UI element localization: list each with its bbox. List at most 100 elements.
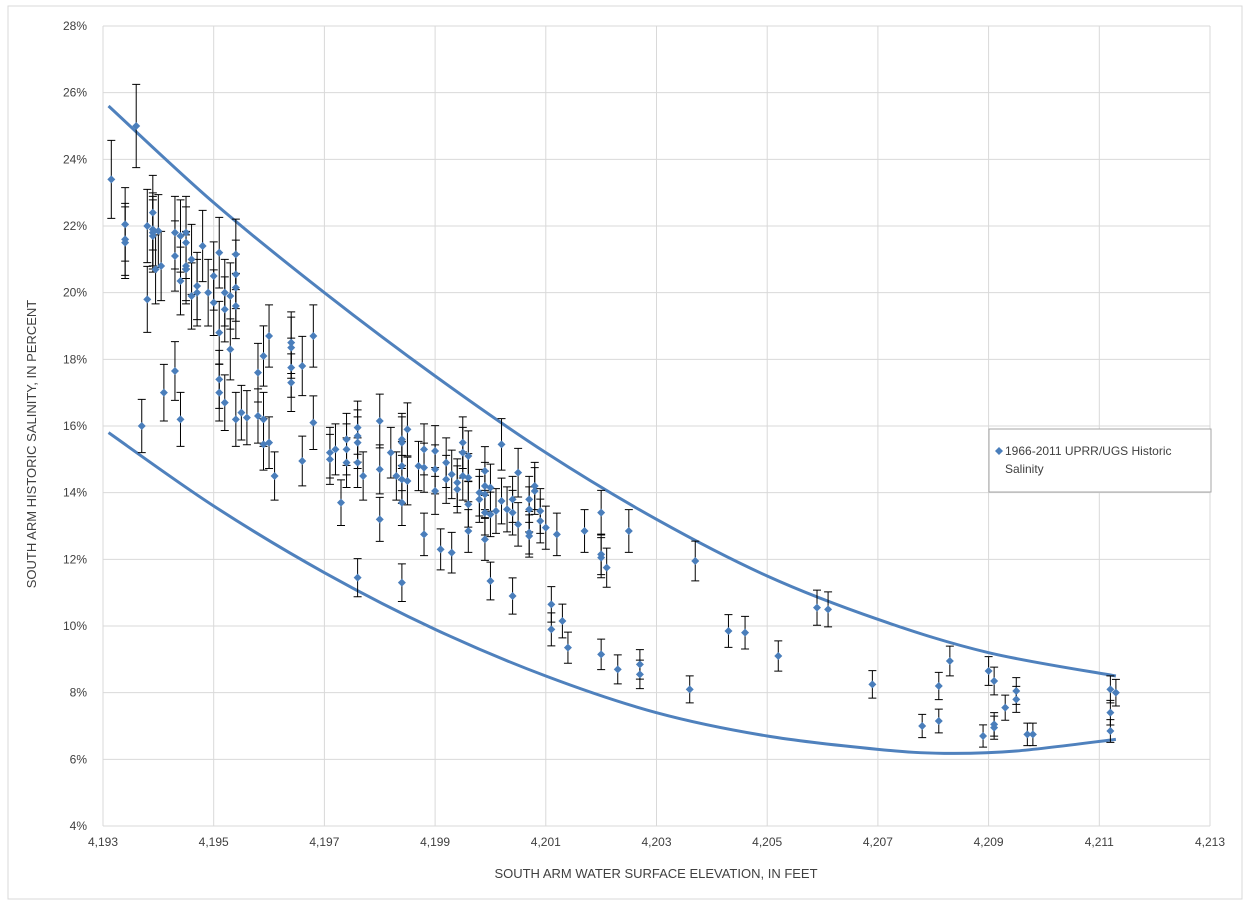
data-point <box>597 553 606 562</box>
y-tick-label: 10% <box>63 619 87 633</box>
data-point <box>220 288 229 297</box>
data-point <box>242 413 251 422</box>
data-point <box>259 415 268 424</box>
data-point <box>1106 727 1115 735</box>
data-point <box>536 507 545 515</box>
data-point <box>597 650 606 659</box>
data-point <box>552 530 561 539</box>
data-point <box>298 362 307 370</box>
data-point <box>375 465 384 474</box>
data-point <box>1012 687 1021 695</box>
data-point <box>182 238 191 247</box>
x-axis-tick-labels: 4,193 4,195 4,197 4,199 4,201 4,203 4,205 4,207… <box>88 835 1225 849</box>
data-point <box>464 527 473 535</box>
data-point <box>990 677 999 685</box>
x-tick-label: 4,199 <box>420 835 450 849</box>
y-tick-label: 26% <box>63 86 87 100</box>
data-point <box>530 482 539 490</box>
data-point <box>265 332 274 340</box>
data-point <box>525 495 534 504</box>
data-point <box>447 548 456 557</box>
data-point <box>231 270 240 279</box>
x-tick-label: 4,201 <box>531 835 561 849</box>
data-point <box>375 417 384 425</box>
y-axis-title: SOUTH ARM HISTORIC SALINITY, IN PERCENT <box>24 300 39 589</box>
y-axis-tick-labels: 4% 6% 8% 10% 12% 14% 16% 18% 20% 22% 24% 26% 28% <box>63 19 87 833</box>
y-tick-label: 20% <box>63 286 87 300</box>
data-point <box>480 535 489 544</box>
data-point <box>265 438 274 447</box>
data-point <box>508 592 517 600</box>
x-tick-label: 4,205 <box>752 835 782 849</box>
gridlines <box>102 25 1211 827</box>
data-point <box>198 242 207 250</box>
y-tick-label: 18% <box>63 352 87 366</box>
data-point <box>403 425 412 434</box>
data-point <box>204 288 213 297</box>
data-point <box>979 732 988 740</box>
data-point <box>431 447 440 455</box>
x-tick-label: 4,203 <box>641 835 671 849</box>
data-point <box>309 418 318 427</box>
data-point <box>375 515 384 524</box>
data-point <box>1106 685 1115 694</box>
data-point <box>464 452 473 460</box>
data-point <box>741 628 750 637</box>
data-point <box>503 505 512 514</box>
data-point <box>580 527 589 535</box>
data-point <box>220 398 229 407</box>
data-point <box>597 508 606 517</box>
data-point <box>137 422 146 430</box>
data-point <box>397 578 406 587</box>
data-point <box>287 338 296 347</box>
data-point <box>536 517 545 525</box>
data-point <box>945 657 954 665</box>
data-point <box>635 660 644 669</box>
data-point <box>431 487 440 495</box>
data-point <box>486 577 495 585</box>
data-point <box>231 283 240 292</box>
data-point <box>497 497 506 505</box>
data-point <box>176 232 185 240</box>
data-point <box>436 545 445 554</box>
data-point <box>231 415 240 424</box>
data-point <box>1106 708 1115 717</box>
data-point <box>1012 695 1021 704</box>
data-point <box>558 617 567 625</box>
legend: 1966-2011 UPRR/UGS Historic Salinity <box>988 428 1212 493</box>
y-tick-label: 16% <box>63 419 87 433</box>
x-tick-label: 4,193 <box>88 835 118 849</box>
data-point <box>480 490 489 499</box>
data-point <box>231 250 240 259</box>
x-axis-title: SOUTH ARM WATER SURFACE ELEVATION, IN FE… <box>494 866 817 881</box>
data-point <box>442 475 451 484</box>
legend-label-line2: Salinity <box>1005 462 1044 476</box>
data-point <box>237 408 246 417</box>
data-point <box>442 458 451 467</box>
data-point <box>226 345 235 354</box>
data-point <box>508 495 517 504</box>
data-point <box>541 523 550 532</box>
data-point <box>525 532 534 540</box>
data-point <box>984 667 993 675</box>
data-point <box>547 625 556 634</box>
envelope-curves <box>107 104 1117 755</box>
x-tick-label: 4,207 <box>863 835 893 849</box>
data-point <box>287 343 296 352</box>
data-point <box>151 265 160 274</box>
data-point <box>342 435 351 444</box>
data-point <box>813 603 822 612</box>
upper-envelope-curve <box>107 104 1117 678</box>
data-point <box>220 305 229 314</box>
data-point <box>121 238 130 247</box>
data-point <box>1001 703 1010 712</box>
data-point <box>403 477 412 485</box>
data-point <box>475 495 484 504</box>
lower-envelope-curve <box>107 431 1117 755</box>
x-tick-label: 4,211 <box>1085 835 1114 849</box>
data-point <box>298 457 307 465</box>
data-point <box>724 627 733 635</box>
data-point <box>824 605 833 614</box>
data-point <box>182 265 191 274</box>
